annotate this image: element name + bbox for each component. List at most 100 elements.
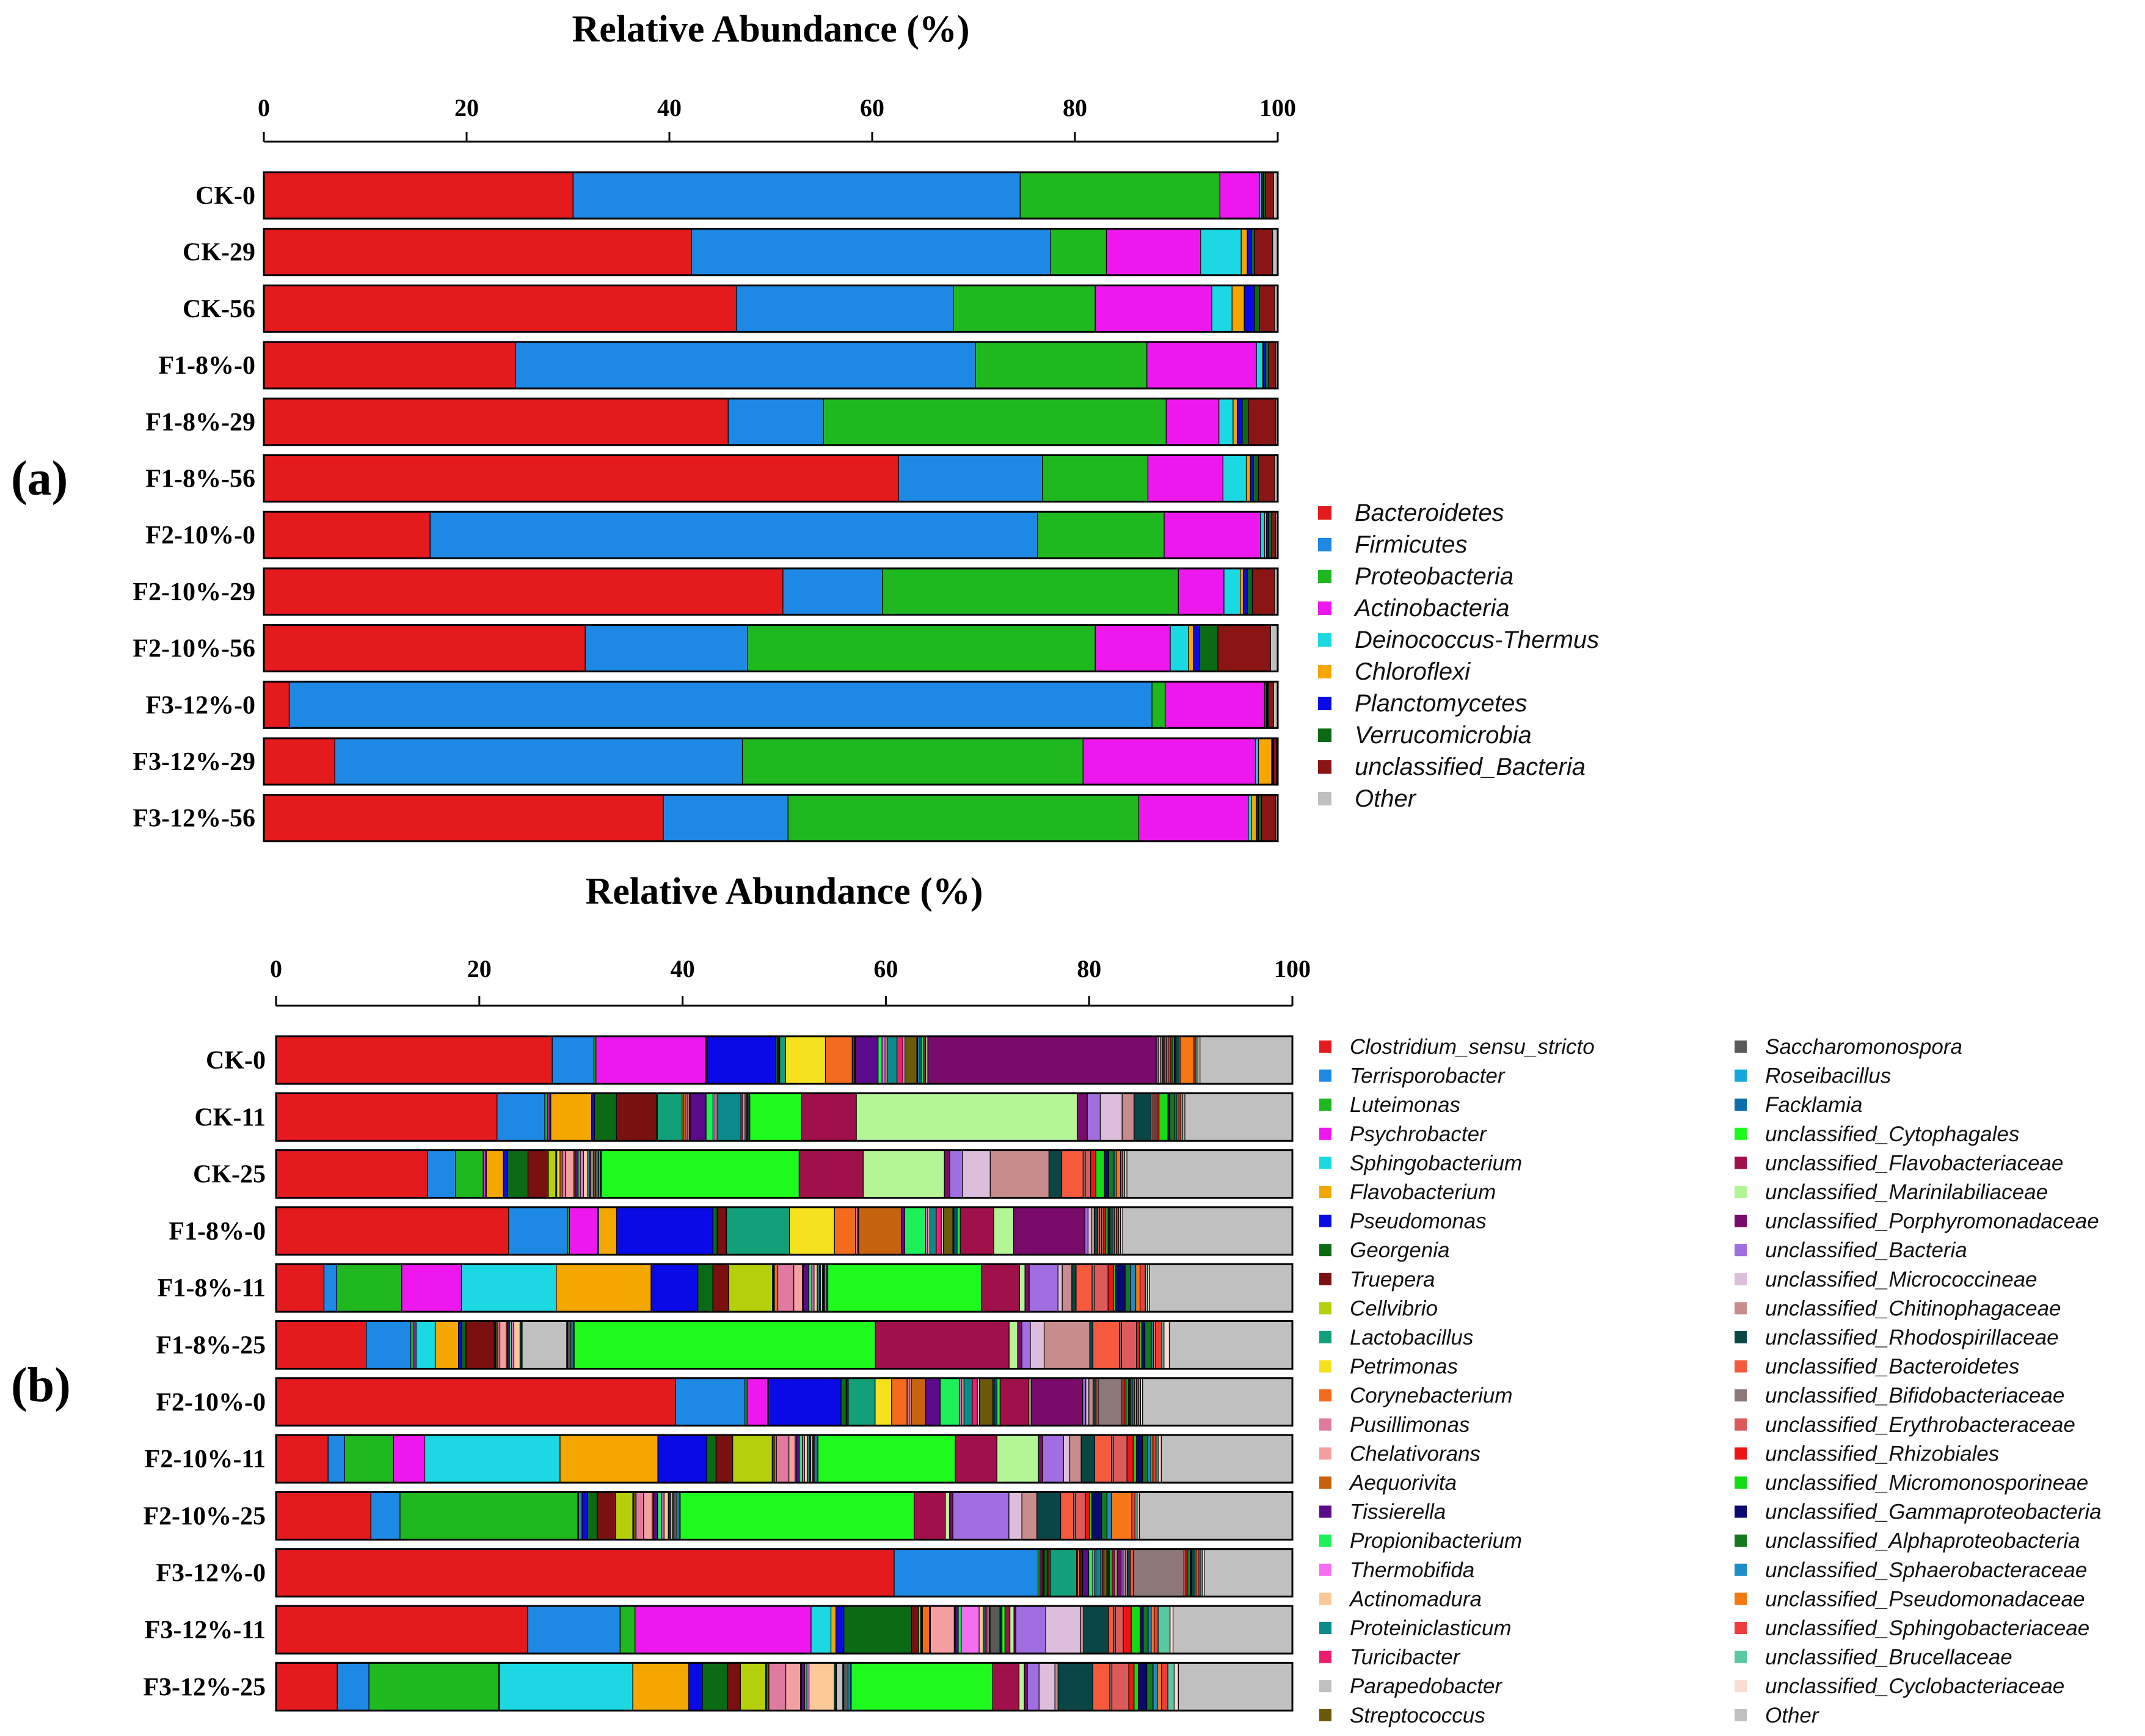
bar-segment-b-7-19 <box>804 1434 808 1483</box>
bar-segment-b-8-28 <box>914 1491 946 1540</box>
legend-swatch-b-23 <box>1319 1709 1331 1721</box>
bar-segment-b-10-17 <box>958 1605 962 1654</box>
bar-segment-b-6-33 <box>1088 1378 1094 1426</box>
bar-segment-b-7-40 <box>1135 1434 1143 1483</box>
bar-segment-a-6-3 <box>1164 511 1261 559</box>
bar-segment-b-4-44 <box>1139 1263 1146 1312</box>
bar-segment-b-1-0 <box>275 1092 498 1141</box>
bar-segment-b-10-1 <box>527 1605 621 1654</box>
bar-segment-b-6-32 <box>1085 1378 1090 1426</box>
bar-segment-b-5-27 <box>574 1320 876 1370</box>
bar-segment-b-11-24 <box>843 1662 849 1711</box>
legend-swatch-b-29 <box>1735 1186 1747 1198</box>
x-tick-label-b-4: 80 <box>1077 955 1101 982</box>
bar-segment-b-10-42 <box>1148 1605 1152 1654</box>
bar-segment-b-9-1 <box>894 1549 1039 1597</box>
legend-label-b-29: unclassified_Marinilabiliaceae <box>1765 1180 2048 1204</box>
bar-outline-b-7 <box>275 1434 1294 1484</box>
bar-segment-b-11-2 <box>368 1662 500 1711</box>
bar-segment-b-4-30 <box>1024 1263 1030 1312</box>
legend-label-b-26: Facklamia <box>1765 1093 1862 1117</box>
bar-segment-b-6-1 <box>675 1378 746 1426</box>
legend-swatch-b-40 <box>1735 1505 1747 1518</box>
bar-segment-b-4-5 <box>556 1263 652 1312</box>
bar-segment-b-7-34 <box>1080 1434 1095 1483</box>
legend-label-a-4: Deinococcus-Thermus <box>1355 626 1599 653</box>
legend-swatch-b-34 <box>1735 1331 1747 1343</box>
bar-segment-b-8-9 <box>615 1491 633 1540</box>
bar-segment-b-5-37 <box>1121 1320 1137 1370</box>
bar-segment-a-5-7 <box>1253 454 1259 503</box>
bar-segment-b-7-35 <box>1094 1434 1112 1483</box>
category-label-a-8: F2-10%-56 <box>133 635 255 663</box>
bar-segment-a-4-4 <box>1218 398 1234 446</box>
bar-segment-b-4-3 <box>401 1263 462 1312</box>
legend-label-a-1: Firmicutes <box>1355 531 1467 558</box>
bar-segment-b-8-40 <box>1091 1491 1102 1540</box>
bar-segment-a-4-0 <box>263 398 729 446</box>
bar-segment-b-10-12 <box>922 1605 930 1654</box>
bar-segment-b-5-0 <box>275 1320 367 1370</box>
bar-segment-b-2-9 <box>548 1149 556 1199</box>
bar-segment-a-3-0 <box>263 341 516 389</box>
legend-swatch-a-6 <box>1318 697 1331 710</box>
bar-segment-a-3-4 <box>1256 341 1263 389</box>
bar-outline-b-9 <box>275 1548 1294 1598</box>
bar-segment-b-4-31 <box>1029 1263 1058 1312</box>
bar-outline-b-8 <box>275 1491 1294 1541</box>
bar-segment-b-5-30 <box>1017 1320 1022 1370</box>
bar-segment-b-5-34 <box>1089 1320 1094 1370</box>
chart-title-b: Relative Abundance (%) <box>586 871 983 912</box>
legend-swatch-b-17 <box>1319 1534 1331 1547</box>
bar-segment-b-0-1 <box>552 1036 595 1084</box>
legend-label-b-15: Aequorivita <box>1349 1471 1457 1495</box>
bar-segment-b-11-4 <box>499 1662 633 1711</box>
legend-label-b-21: Turicibacter <box>1350 1646 1461 1669</box>
legend-swatch-b-24 <box>1735 1041 1747 1053</box>
bar-outline-b-1 <box>275 1092 1294 1142</box>
legend-label-b-40: unclassified_Gammaproteobacteria <box>1765 1500 2102 1524</box>
legend-swatch-a-1 <box>1318 538 1331 551</box>
chart-title-a: Relative Abundance (%) <box>572 9 970 50</box>
legend-label-b-46: unclassified_Cyclobacteriaceae <box>1765 1674 2064 1698</box>
bar-segment-a-5-2 <box>1042 454 1149 503</box>
bar-segment-b-0-6 <box>707 1036 776 1084</box>
bar-segment-a-8-4 <box>1170 624 1189 672</box>
category-label-a-0: CK-0 <box>195 182 255 210</box>
bar-segment-b-0-18 <box>881 1036 886 1084</box>
legend-swatch-b-13 <box>1319 1418 1331 1431</box>
x-tick-label-a-2: 40 <box>657 94 682 122</box>
legend-swatch-b-25 <box>1735 1069 1747 1082</box>
bar-segment-b-10-5 <box>830 1605 837 1654</box>
category-label-a-4: F1-8%-29 <box>145 409 255 437</box>
category-label-b-3: F1-8%-0 <box>169 1218 266 1246</box>
bar-segment-b-9-34 <box>1126 1549 1131 1597</box>
bar-segment-b-5-38 <box>1136 1320 1140 1370</box>
category-label-b-9: F3-12%-0 <box>156 1560 266 1588</box>
bar-segment-b-8-41 <box>1101 1491 1108 1540</box>
bar-segment-b-10-32 <box>1045 1605 1081 1654</box>
bar-segment-b-7-7 <box>706 1434 717 1483</box>
bar-segment-b-5-41 <box>1144 1320 1152 1370</box>
bar-segment-b-10-41 <box>1143 1605 1149 1654</box>
bar-segment-b-11-22 <box>836 1662 843 1711</box>
bar-segment-b-5-35 <box>1092 1320 1120 1370</box>
bar-segment-b-2-1 <box>427 1149 456 1199</box>
bar-segment-b-1-17 <box>705 1092 714 1141</box>
bar-segment-b-4-12 <box>774 1263 779 1312</box>
bar-segment-b-4-27 <box>827 1263 982 1312</box>
bar-segment-b-4-19 <box>814 1263 818 1312</box>
bar-segment-a-11-0 <box>263 794 664 842</box>
bar-segment-b-7-5 <box>559 1434 658 1483</box>
bar-segment-b-8-14 <box>643 1491 653 1540</box>
bar-segment-b-3-23 <box>943 1207 953 1255</box>
bar-segment-b-5-24 <box>567 1320 572 1370</box>
bar-segment-b-10-16 <box>955 1605 959 1654</box>
bar-segment-b-7-28 <box>955 1434 997 1483</box>
bar-segment-b-2-37 <box>1085 1149 1091 1199</box>
bar-segment-b-5-31 <box>1021 1320 1031 1370</box>
category-label-b-1: CK-11 <box>194 1103 266 1131</box>
bar-segment-b-3-11 <box>788 1207 835 1255</box>
legend-swatch-a-3 <box>1318 601 1331 615</box>
bar-segment-b-6-11 <box>875 1378 892 1426</box>
